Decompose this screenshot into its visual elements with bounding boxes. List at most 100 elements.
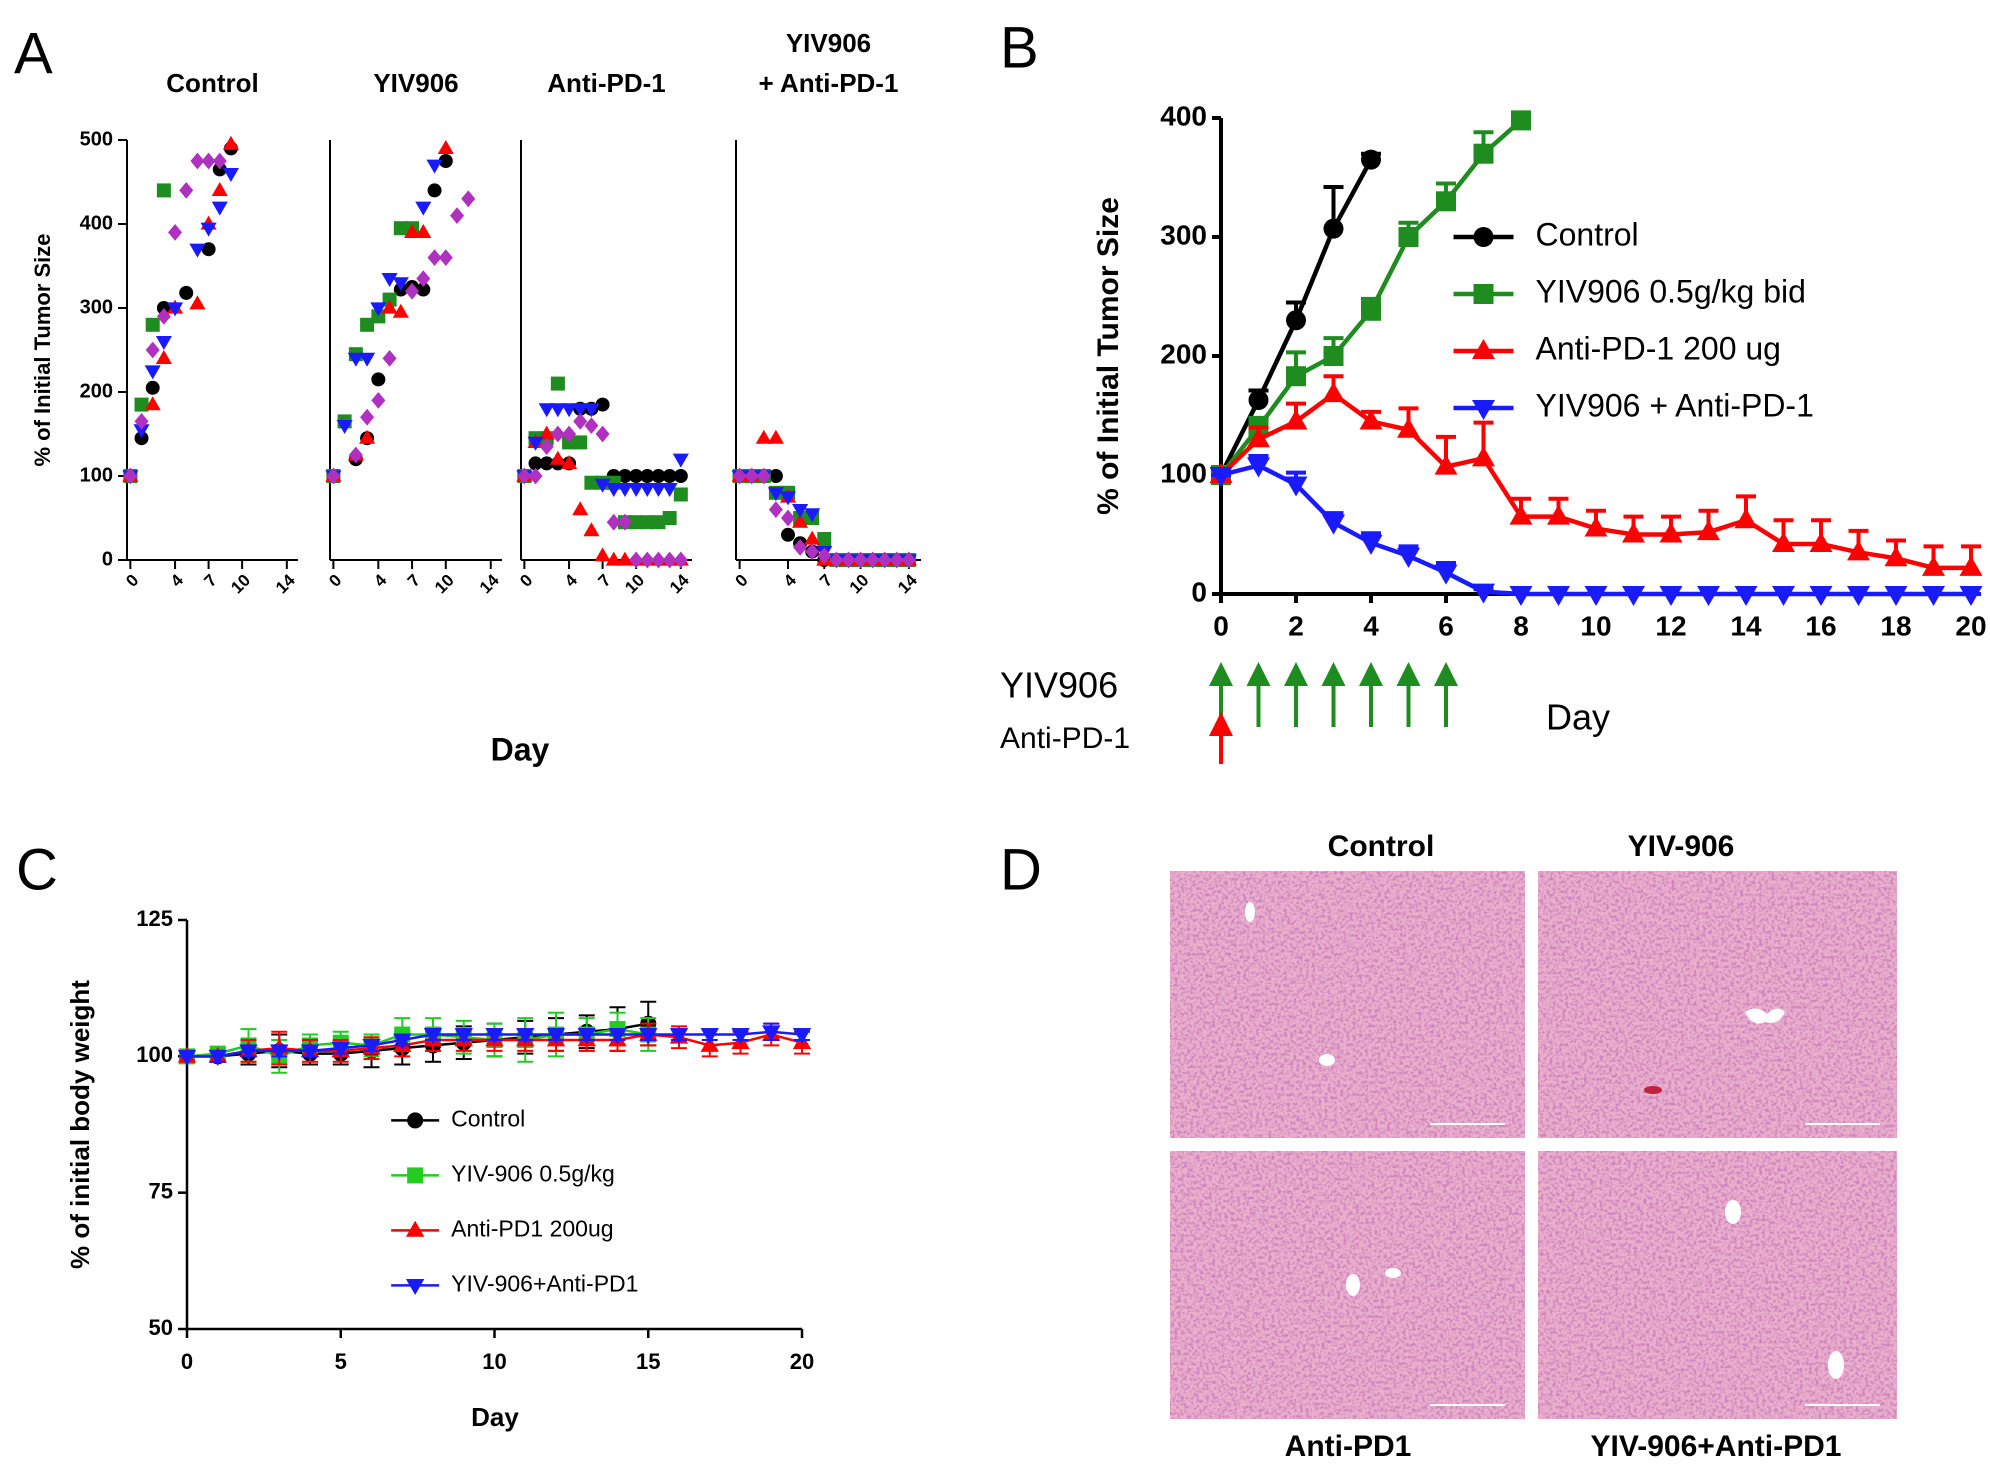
marker xyxy=(639,483,656,497)
histology xyxy=(1170,871,1897,1419)
legend-item: Anti-PD1 200ug xyxy=(391,1215,614,1241)
vessel xyxy=(1828,1351,1844,1379)
marker xyxy=(416,282,431,297)
y-tick-label: 0 xyxy=(102,548,113,570)
marker xyxy=(1847,540,1870,561)
legend-item: Control xyxy=(391,1105,525,1131)
x-tick-label: 14 xyxy=(272,570,299,597)
arrow-head xyxy=(1246,662,1271,686)
marker xyxy=(1397,547,1420,568)
marker xyxy=(347,352,364,367)
y-axis-label: % of Initial Tumor Size xyxy=(1092,197,1125,515)
marker xyxy=(438,249,453,266)
x-tick-label: 4 xyxy=(1363,610,1379,641)
x-tick-label: 10 xyxy=(431,571,458,598)
marker xyxy=(405,1279,425,1296)
marker xyxy=(415,201,432,216)
marker xyxy=(608,1028,627,1045)
legend-label: YIV906 0.5g/kg bid xyxy=(1536,273,1806,309)
marker xyxy=(662,511,677,525)
vessel xyxy=(1644,1086,1662,1094)
marker xyxy=(1361,149,1381,170)
marker xyxy=(300,1044,320,1061)
y-axis-label: % of initial body weight xyxy=(65,980,95,1269)
y-tick-label: 200 xyxy=(1160,338,1207,369)
marker xyxy=(1509,586,1533,606)
marker xyxy=(606,513,621,531)
y-tick-label: 300 xyxy=(1160,219,1207,250)
marker xyxy=(1359,409,1383,430)
x-tick-label: 14 xyxy=(1730,610,1762,641)
marker xyxy=(583,522,600,537)
marker xyxy=(731,1028,750,1045)
dosing-arrow xyxy=(1359,662,1383,727)
marker xyxy=(1697,586,1720,606)
marker xyxy=(762,1025,781,1042)
x-tick-label: 6 xyxy=(1438,610,1454,641)
x-axis-label: Day xyxy=(491,731,550,767)
marker xyxy=(326,467,341,485)
x-tick-label: 4 xyxy=(561,570,582,591)
marker xyxy=(584,417,599,434)
marker xyxy=(629,469,644,483)
marker xyxy=(1472,583,1495,604)
marker xyxy=(133,424,150,439)
marker xyxy=(517,467,532,485)
marker xyxy=(405,1220,425,1237)
marker xyxy=(156,308,171,325)
marker xyxy=(573,435,588,450)
marker xyxy=(792,1028,812,1045)
arrow-head xyxy=(1284,662,1308,686)
marker xyxy=(239,1044,258,1061)
marker xyxy=(485,1028,504,1045)
marker xyxy=(270,1044,289,1061)
marker xyxy=(573,413,588,430)
marker xyxy=(144,396,161,411)
marker xyxy=(415,224,432,238)
chart: 0 4 7 10 14 Anti-PD-1 xyxy=(516,68,693,598)
marker xyxy=(156,183,171,198)
x-tick-label: 10 xyxy=(227,571,254,598)
marker xyxy=(371,392,386,409)
marker xyxy=(651,469,666,483)
panel-label: C xyxy=(16,837,58,902)
dosing-arrow xyxy=(1396,662,1421,727)
marker xyxy=(767,429,784,444)
marker xyxy=(755,429,772,444)
marker xyxy=(595,425,610,443)
marker xyxy=(179,285,194,300)
marker xyxy=(629,515,644,530)
x-tick-label: 0 xyxy=(122,571,142,591)
legend-label: Anti-PD1 200ug xyxy=(451,1215,613,1241)
marker xyxy=(189,243,206,258)
marker xyxy=(179,182,194,199)
y-tick-label: 300 xyxy=(80,296,113,318)
x-axis-label: Day xyxy=(471,1402,519,1432)
marker xyxy=(640,469,655,483)
x-tick-label: 14 xyxy=(476,570,503,597)
arrow-head xyxy=(1209,712,1233,736)
marker xyxy=(405,282,420,300)
marker xyxy=(208,1049,227,1066)
arrow-head xyxy=(1359,662,1383,686)
marker xyxy=(1359,534,1383,555)
marker xyxy=(359,352,376,367)
marker xyxy=(539,456,554,471)
marker xyxy=(1322,514,1345,535)
marker xyxy=(650,483,667,497)
x-tick-label: 10 xyxy=(846,571,873,598)
marker xyxy=(817,547,832,565)
y-tick-label: 100 xyxy=(80,464,113,486)
tissue-texture xyxy=(1538,871,1897,1138)
dosing-label: Anti-PD-1 xyxy=(1000,722,1130,755)
tissue-texture xyxy=(1538,1151,1897,1419)
marker xyxy=(1284,409,1308,430)
marker xyxy=(392,277,409,292)
marker xyxy=(134,397,149,412)
x-tick-label: 0 xyxy=(181,1349,193,1374)
marker xyxy=(651,551,666,569)
marker xyxy=(629,551,644,569)
marker xyxy=(865,551,880,569)
marker xyxy=(669,1028,689,1045)
marker xyxy=(768,469,783,483)
